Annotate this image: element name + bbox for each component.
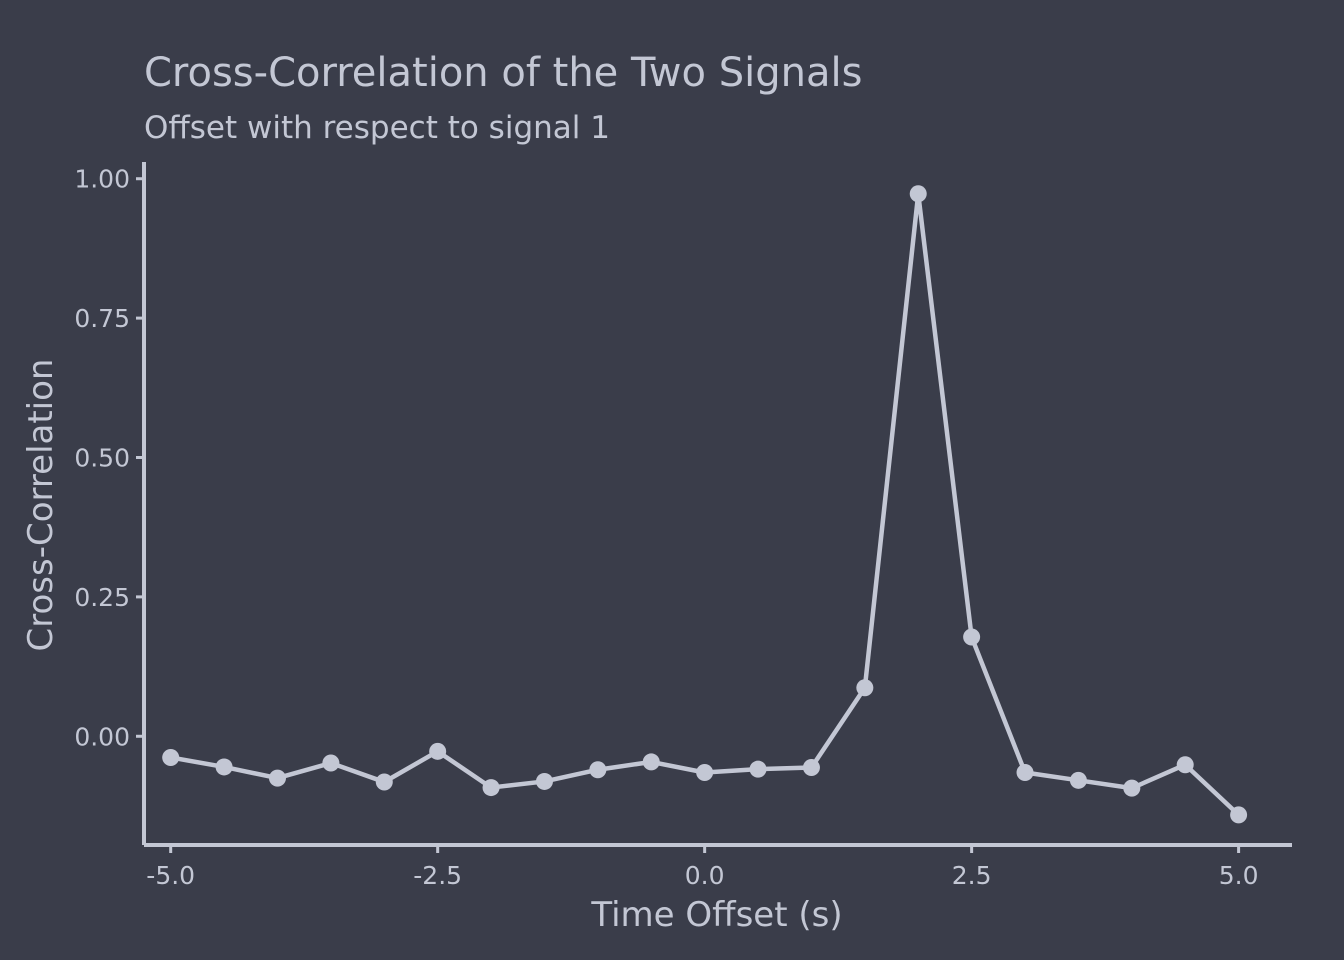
- x-tick-label: -2.5: [413, 861, 462, 890]
- x-tick-label: -5.0: [146, 861, 195, 890]
- y-tick-label: 0.00: [74, 722, 130, 751]
- data-point: [909, 185, 927, 203]
- data-point: [1123, 779, 1141, 797]
- data-point: [963, 628, 981, 646]
- series-layer: [162, 185, 1248, 824]
- data-point: [482, 779, 500, 797]
- data-point: [322, 754, 340, 772]
- data-point: [162, 748, 180, 766]
- series-line: [170, 191, 1241, 817]
- x-tick-label: 0.0: [685, 861, 725, 890]
- x-tick-label: 2.5: [952, 861, 992, 890]
- data-point: [749, 760, 767, 778]
- data-point: [1176, 756, 1194, 774]
- data-point: [1230, 806, 1248, 824]
- data-point: [268, 769, 286, 787]
- y-tick-label: 0.50: [74, 444, 130, 473]
- y-axis-title: Cross-Correlation: [21, 359, 61, 652]
- x-tick-label: 5.0: [1219, 861, 1259, 890]
- data-point: [856, 679, 874, 697]
- data-point: [642, 753, 660, 771]
- x-ticks: -5.0 -2.5 0.0 2.5 5.0: [146, 845, 1258, 890]
- chart-title: Cross-Correlation of the Two Signals: [144, 50, 862, 96]
- y-tick-label: 0.25: [74, 583, 130, 612]
- data-point: [535, 772, 553, 790]
- x-axis-title: Time Offset (s): [590, 895, 842, 935]
- data-point: [375, 773, 393, 791]
- y-ticks: 0.00 0.25 0.50 0.75 1.00: [74, 165, 144, 751]
- data-point: [1069, 771, 1087, 789]
- data-point: [696, 764, 714, 782]
- chart-subtitle: Offset with respect to signal 1: [144, 110, 610, 146]
- data-point: [215, 758, 233, 776]
- data-point: [1016, 764, 1034, 782]
- y-tick-label: 0.75: [74, 304, 130, 333]
- data-point: [589, 761, 607, 779]
- data-point: [802, 759, 820, 777]
- y-tick-label: 1.00: [74, 165, 130, 194]
- data-point: [429, 742, 447, 760]
